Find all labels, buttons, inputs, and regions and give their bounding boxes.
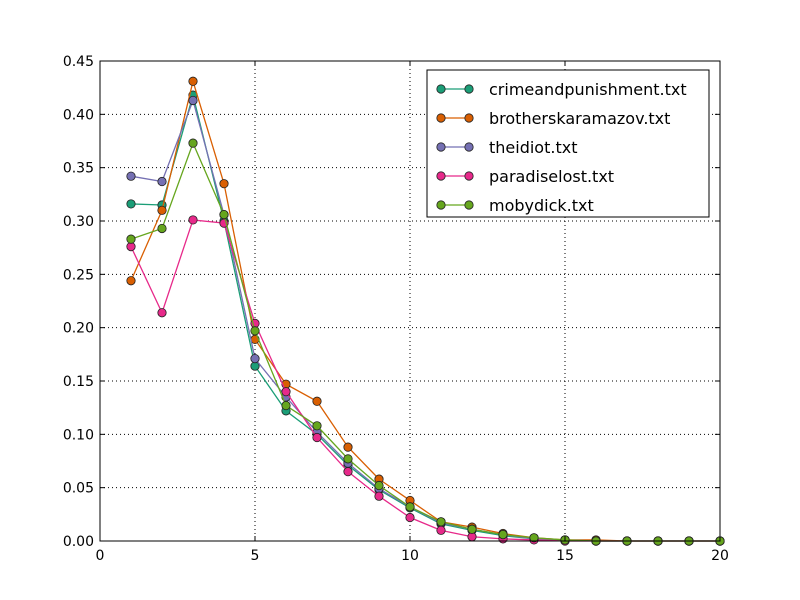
- y-tick-label: 0.30: [63, 214, 94, 230]
- data-point: [157, 205, 167, 215]
- legend: crimeandpunishment.txt brotherskaramazov.…: [426, 69, 710, 218]
- data-point: [219, 179, 229, 189]
- data-point: [188, 215, 198, 225]
- axis-tick-labels: 0 5 10 15 20 0.00 0.05 0.10 0.15 0.20 0.25 0.30 0.35…: [63, 54, 729, 564]
- y-tick-label: 0.20: [63, 321, 94, 337]
- y-tick-label: 0.05: [63, 481, 94, 497]
- y-tick-label: 0.00: [63, 534, 94, 550]
- legend-marker: [464, 171, 474, 181]
- data-point: [281, 400, 291, 411]
- legend-label: crimeandpunishment.txt: [489, 80, 687, 99]
- data-point: [312, 421, 322, 431]
- legend-label: paradiselost.txt: [489, 167, 614, 186]
- data-point: [405, 512, 415, 523]
- legend-label: mobydick.txt: [489, 196, 594, 215]
- data-point: [281, 387, 291, 397]
- legend-marker: [436, 171, 446, 181]
- data-point: [467, 524, 477, 534]
- y-tick-label: 0.25: [63, 267, 94, 283]
- axis-ticks: [99, 60, 721, 542]
- data-point: [250, 353, 260, 364]
- data-point: [498, 529, 508, 540]
- legend-marker: [464, 142, 474, 152]
- legend-item: brotherskaramazov.txt: [436, 109, 670, 128]
- y-tick-label: 0.10: [63, 427, 94, 443]
- data-point: [343, 442, 353, 452]
- data-point: [405, 502, 415, 512]
- legend-marker: [464, 84, 474, 94]
- legend-label: theidiot.txt: [489, 138, 577, 157]
- x-tick-label: 20: [711, 548, 729, 564]
- data-point: [126, 199, 136, 209]
- legend-item: crimeandpunishment.txt: [436, 80, 687, 99]
- data-point: [126, 234, 136, 244]
- data-point: [436, 517, 446, 527]
- data-point: [126, 276, 136, 286]
- legend-item: mobydick.txt: [436, 196, 594, 215]
- data-point: [157, 223, 167, 234]
- data-point: [343, 454, 353, 464]
- data-point: [188, 76, 198, 86]
- data-point: [374, 480, 384, 491]
- legend-label: brotherskaramazov.txt: [489, 109, 670, 128]
- legend-marker: [464, 200, 474, 210]
- legend-marker: [436, 200, 446, 210]
- data-point: [529, 533, 539, 543]
- legend-box: [426, 69, 710, 218]
- data-point: [312, 396, 322, 406]
- data-point: [436, 525, 446, 535]
- data-point: [126, 171, 136, 181]
- y-tick-label: 0.40: [63, 107, 94, 123]
- legend-item: paradiselost.txt: [436, 167, 614, 186]
- legend-marker: [436, 84, 446, 94]
- data-point: [157, 176, 167, 187]
- data-point: [157, 308, 167, 318]
- y-tick-label: 0.45: [63, 54, 94, 70]
- y-tick-label: 0.15: [63, 374, 94, 390]
- data-point: [374, 491, 384, 501]
- legend-marker: [436, 113, 446, 123]
- x-tick-label: 10: [401, 548, 419, 564]
- x-tick-label: 0: [96, 548, 105, 564]
- x-tick-label: 15: [556, 548, 574, 564]
- data-point: [188, 138, 198, 148]
- data-point: [343, 467, 353, 477]
- data-point: [312, 432, 322, 443]
- legend-marker: [464, 113, 474, 123]
- y-tick-label: 0.35: [63, 161, 94, 177]
- data-point: [188, 95, 198, 106]
- data-point: [219, 210, 229, 220]
- x-tick-label: 5: [251, 548, 260, 564]
- data-point: [250, 326, 260, 336]
- legend-marker: [436, 142, 446, 152]
- legend-item: theidiot.txt: [436, 138, 577, 157]
